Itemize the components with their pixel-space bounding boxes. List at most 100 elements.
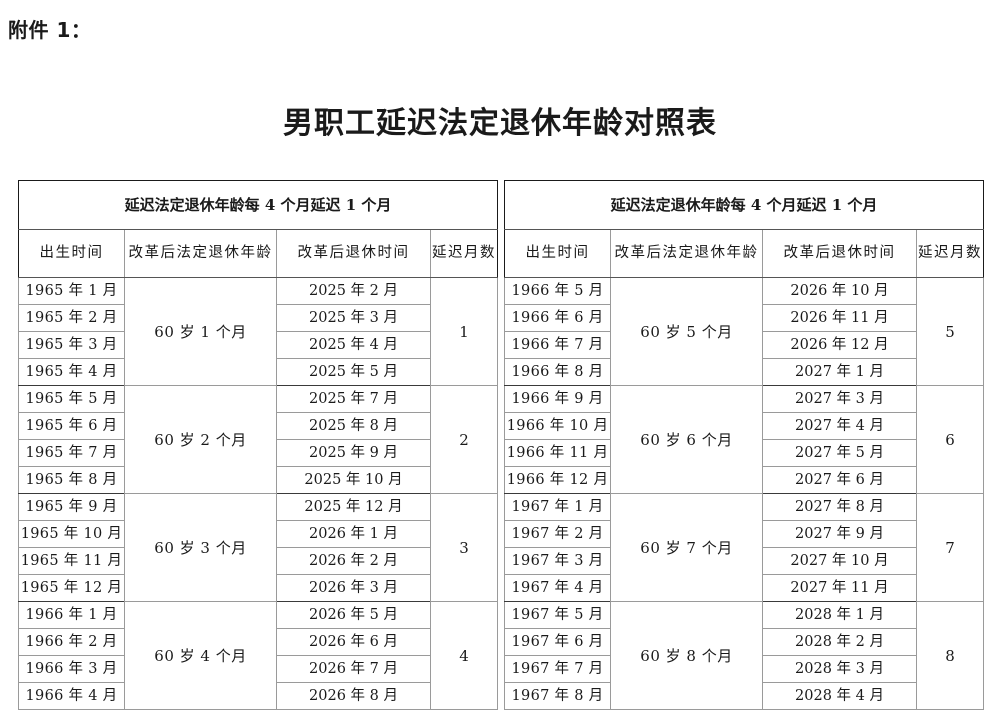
cell-retirement-time: 2025 年 4 月 [276,331,431,359]
cell-retirement-time: 2025 年 3 月 [276,304,431,332]
cell-birth-time: 1967 年 3 月 [504,547,612,575]
cell-retirement-time: 2026 年 8 月 [276,682,431,710]
table-row: 1965 年 11 月 2026 年 2 月 [18,547,498,575]
cell-birth-time: 1965 年 1 月 [18,277,125,305]
cell-retirement-time: 2028 年 3 月 [762,655,918,683]
column-header-birth: 出生时间 [504,229,612,278]
cell-birth-time: 1967 年 7 月 [504,655,612,683]
table-row: 1966 年 2 月 2026 年 6 月 [18,628,498,656]
table-row: 1966 年 10 月 2027 年 4 月 [504,412,984,440]
cell-birth-time: 1965 年 9 月 [18,493,125,521]
table-row: 1967 年 6 月 2028 年 2 月 [504,628,984,656]
cell-birth-time: 1965 年 12 月 [18,574,125,602]
column-header-delay-months: 延迟月数 [916,229,984,278]
cell-delay-months: 7 [916,493,985,602]
cell-retirement-time: 2026 年 7 月 [276,655,431,683]
cell-retirement-time: 2027 年 5 月 [762,439,918,467]
table-row: 1965 年 7 月 2025 年 9 月 [18,439,498,467]
table-row: 1966 年 11 月 2027 年 5 月 [504,439,984,467]
cell-birth-time: 1966 年 7 月 [504,331,612,359]
cell-retirement-time: 2027 年 3 月 [762,385,918,413]
retirement-table-left: 延迟法定退休年龄每 4 个月延迟 1 个月 出生时间 改革后法定退休年龄 改革后… [18,180,499,710]
table-row: 1966 年 4 月 2026 年 8 月 [18,682,498,710]
cell-retirement-time: 2027 年 10 月 [762,547,918,575]
cell-birth-time: 1966 年 2 月 [18,628,125,656]
cell-retirement-time: 2025 年 10 月 [276,466,431,494]
cell-birth-time: 1966 年 1 月 [18,601,125,629]
table-row: 1965 年 2 月 2025 年 3 月 [18,304,498,332]
cell-birth-time: 1967 年 6 月 [504,628,612,656]
cell-retirement-time: 2027 年 6 月 [762,466,918,494]
cell-birth-time: 1966 年 5 月 [504,277,612,305]
table-banner-row: 延迟法定退休年龄每 4 个月延迟 1 个月 [18,180,498,230]
table-row: 1965 年 3 月 2025 年 4 月 [18,331,498,359]
table-banner: 延迟法定退休年龄每 4 个月延迟 1 个月 [18,180,498,230]
cell-birth-time: 1967 年 5 月 [504,601,612,629]
cell-retirement-time: 2026 年 11 月 [762,304,918,332]
cell-retirement-time: 2025 年 8 月 [276,412,431,440]
cell-retirement-time: 2026 年 2 月 [276,547,431,575]
table-body-right: 1966 年 5 月 60 岁 5 个月 2026 年 10 月 5 1966 年 6 … [504,277,985,710]
cell-birth-time: 1966 年 6 月 [504,304,612,332]
cell-birth-time: 1967 年 4 月 [504,574,612,602]
table-header-row: 出生时间 改革后法定退休年龄 改革后退休时间 延迟月数 [504,229,984,278]
cell-birth-time: 1965 年 2 月 [18,304,125,332]
cell-delay-months: 8 [916,601,985,710]
cell-retirement-time: 2025 年 7 月 [276,385,431,413]
cell-retirement-age: 60 岁 8 个月 [610,601,764,710]
cell-retirement-time: 2027 年 8 月 [762,493,918,521]
column-header-birth: 出生时间 [18,229,125,278]
cell-retirement-age: 60 岁 5 个月 [610,277,764,386]
cell-retirement-time: 2028 年 1 月 [762,601,918,629]
cell-retirement-time: 2025 年 12 月 [276,493,431,521]
table-row: 1967 年 8 月 2028 年 4 月 [504,682,984,710]
column-header-retirement-age: 改革后法定退休年龄 [610,229,764,278]
cell-retirement-time: 2026 年 3 月 [276,574,431,602]
cell-birth-time: 1967 年 1 月 [504,493,612,521]
table-row: 1967 年 3 月 2027 年 10 月 [504,547,984,575]
cell-birth-time: 1965 年 10 月 [18,520,125,548]
cell-retirement-time: 2027 年 1 月 [762,358,918,386]
tables-container: 延迟法定退休年龄每 4 个月延迟 1 个月 出生时间 改革后法定退休年龄 改革后… [18,180,985,710]
cell-retirement-age: 60 岁 4 个月 [124,601,277,710]
cell-birth-time: 1965 年 7 月 [18,439,125,467]
cell-birth-time: 1965 年 11 月 [18,547,125,575]
cell-retirement-age: 60 岁 3 个月 [124,493,277,602]
cell-birth-time: 1966 年 10 月 [504,412,612,440]
cell-retirement-time: 2025 年 9 月 [276,439,431,467]
cell-retirement-age: 60 岁 7 个月 [610,493,764,602]
table-row: 1965 年 6 月 2025 年 8 月 [18,412,498,440]
cell-retirement-time: 2025 年 5 月 [276,358,431,386]
cell-delay-months: 1 [429,277,499,386]
cell-delay-months: 2 [429,385,499,494]
cell-delay-months: 6 [916,385,985,494]
cell-birth-time: 1965 年 4 月 [18,358,125,386]
cell-retirement-time: 2026 年 6 月 [276,628,431,656]
cell-retirement-time: 2027 年 4 月 [762,412,918,440]
cell-retirement-time: 2025 年 2 月 [276,277,431,305]
cell-birth-time: 1966 年 12 月 [504,466,612,494]
table-row: 1965 年 4 月 2025 年 5 月 [18,358,498,386]
cell-birth-time: 1966 年 4 月 [18,682,125,710]
cell-retirement-time: 2027 年 11 月 [762,574,918,602]
cell-birth-time: 1966 年 11 月 [504,439,612,467]
cell-retirement-time: 2026 年 5 月 [276,601,431,629]
cell-delay-months: 4 [429,601,499,710]
cell-retirement-time: 2026 年 12 月 [762,331,918,359]
cell-birth-time: 1967 年 8 月 [504,682,612,710]
column-header-delay-months: 延迟月数 [429,229,498,278]
column-header-retirement-time: 改革后退休时间 [762,229,918,278]
table-body-left: 1965 年 1 月 60 岁 1 个月 2025 年 2 月 1 1965 年 2 月… [18,277,499,710]
cell-retirement-time: 2028 年 2 月 [762,628,918,656]
cell-birth-time: 1965 年 5 月 [18,385,125,413]
table-row: 1966 年 6 月 2026 年 11 月 [504,304,984,332]
cell-birth-time: 1966 年 8 月 [504,358,612,386]
cell-retirement-age: 60 岁 1 个月 [124,277,277,386]
page-title: 男职工延迟法定退休年龄对照表 [283,106,717,141]
